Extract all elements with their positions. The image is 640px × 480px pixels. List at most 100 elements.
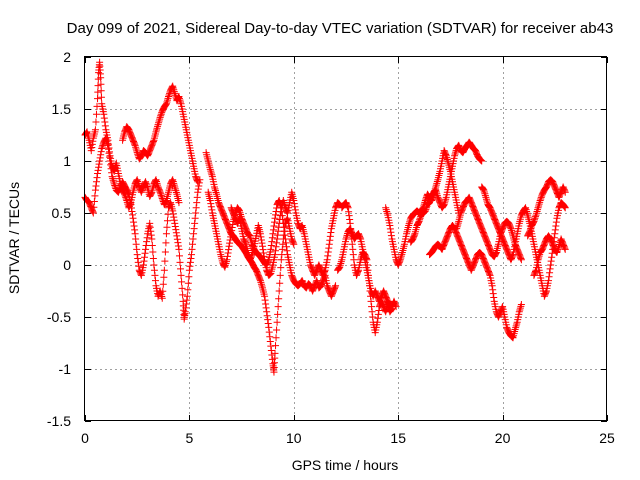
data-point [149,138,157,145]
data-points [81,58,569,376]
data-point [343,233,351,241]
data-point [345,208,353,216]
data-point [387,232,395,240]
data-point [133,251,141,259]
data-point [163,223,171,231]
data-point [522,206,530,214]
data-point [161,248,169,256]
series-sat-track-m [478,183,569,300]
data-point [111,181,119,189]
data-point [277,208,285,216]
data-point [101,118,109,126]
data-point [548,177,556,185]
data-point [175,245,183,253]
data-point [354,268,362,275]
data-point [102,136,110,144]
data-point [103,140,111,148]
data-point [535,252,543,260]
data-point [551,230,559,238]
data-point [356,234,364,242]
data-point [266,333,274,341]
data-point [176,258,184,266]
data-point [226,236,234,244]
data-point [561,188,569,196]
data-point [184,286,192,294]
data-point [172,226,180,234]
data-point [178,278,186,286]
data-point [485,202,493,210]
series-sat-track-f [227,188,344,279]
data-point [291,206,299,214]
data-point [192,204,200,212]
data-point [347,230,355,238]
data-point [212,187,219,195]
data-point [236,209,244,217]
data-point [513,320,521,328]
data-point [192,209,200,217]
data-point [92,182,100,190]
data-point [164,94,172,102]
data-point [273,326,281,334]
data-point [133,176,141,184]
data-point [366,287,374,295]
data-point [267,242,275,249]
data-point [262,304,270,312]
data-point [344,203,352,210]
data-point [171,223,179,231]
data-point [313,277,321,285]
data-point [290,200,298,208]
series-sat-track-e [204,188,340,300]
data-point [453,225,461,233]
data-point [335,200,343,208]
data-point [133,149,141,157]
data-point [172,187,180,195]
data-point [269,226,277,234]
data-point [256,277,264,285]
data-point [532,211,540,219]
data-point [508,228,516,236]
data-point [290,240,298,248]
data-point [517,255,525,262]
data-point [102,134,110,142]
data-point [408,237,416,245]
data-point [523,207,531,215]
data-point [546,265,554,273]
data-point [146,223,154,231]
data-point [258,242,266,250]
data-point [266,270,274,278]
data-point [368,303,376,311]
y-axis-label: SDTVAR / TECUs [6,182,22,294]
data-point [194,185,202,193]
data-point [392,303,400,311]
data-point [165,93,173,101]
data-point [384,302,392,310]
data-point [94,88,102,96]
data-point [206,197,214,205]
data-point [190,225,198,233]
data-point [382,204,390,212]
data-point [537,195,545,203]
data-point [264,257,272,265]
data-point [134,178,142,186]
data-point [141,253,149,261]
data-point [189,235,197,243]
data-point [383,209,391,217]
data-point [271,214,279,222]
data-point [177,271,185,279]
data-point [108,173,116,181]
data-point [398,250,406,258]
data-point [130,218,138,226]
series-sat-track-g [334,225,398,311]
data-point [267,347,275,355]
data-point [263,312,271,320]
data-point [291,203,299,211]
data-point [482,195,490,203]
data-point [516,304,524,312]
data-point [433,178,441,186]
y-tick-label: 1.5 [52,101,72,117]
data-point [184,279,192,287]
data-point [95,163,103,171]
data-point [163,96,171,104]
data-point [416,216,424,224]
data-point [488,282,496,290]
